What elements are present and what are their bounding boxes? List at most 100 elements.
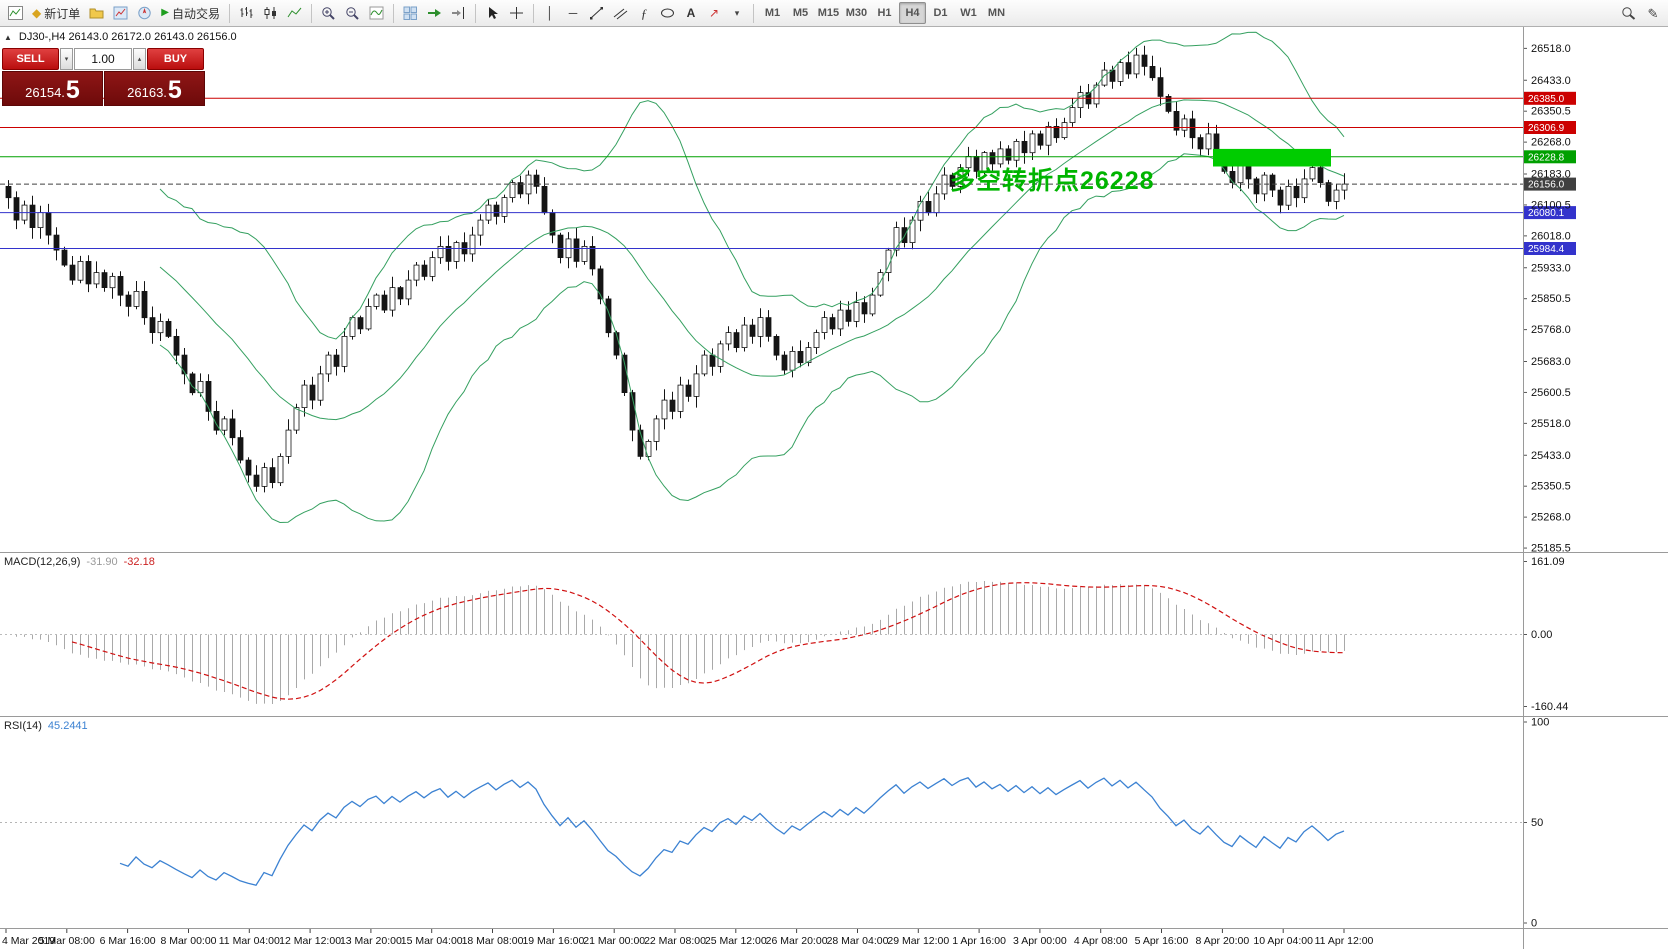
buy-price-display[interactable]: 26163. 5 [104, 71, 205, 106]
timeframe-m30-button[interactable]: M30 [843, 2, 870, 24]
market-watch-button[interactable] [109, 2, 132, 24]
svg-text:6 Mar 16:00: 6 Mar 16:00 [100, 935, 156, 947]
svg-text:3 Apr 00:00: 3 Apr 00:00 [1013, 935, 1067, 947]
price-axis: 26385.0 26306.9 26228.8 26156.0 26080.1 25984… [1523, 43, 1576, 930]
svg-text:21 Mar 00:00: 21 Mar 00:00 [583, 935, 645, 947]
new-chart-button[interactable] [4, 2, 27, 24]
macd-indicator-label: MACD(12,26,9) -31.90 -32.18 [4, 556, 155, 568]
svg-text:26385.0: 26385.0 [1528, 94, 1565, 105]
candles-icon [263, 6, 278, 20]
volume-input[interactable] [74, 48, 132, 70]
crosshair-icon [509, 6, 524, 20]
svg-text:11 Mar 04:00: 11 Mar 04:00 [219, 935, 280, 947]
chart-window[interactable]: 26385.0 26306.9 26228.8 26156.0 26080.1 25984… [0, 27, 1668, 949]
bar-chart-button[interactable] [235, 2, 258, 24]
svg-text:25933.0: 25933.0 [1531, 262, 1571, 274]
svg-text:26228.8: 26228.8 [1528, 152, 1565, 163]
svg-text:4 Apr 08:00: 4 Apr 08:00 [1074, 935, 1128, 947]
macd-signal-value: -32.18 [123, 556, 155, 568]
text-button[interactable]: A [680, 2, 702, 24]
timeframe-mn-button[interactable]: MN [983, 2, 1010, 24]
timeframe-h4-button[interactable]: H4 [898, 2, 926, 24]
timeframe-d1-button-label: D1 [933, 7, 948, 19]
svg-text:29 Mar 12:00: 29 Mar 12:00 [887, 935, 949, 947]
svg-text:13 Mar 20:00: 13 Mar 20:00 [340, 935, 402, 947]
timeframe-h1-button-label: H1 [877, 7, 892, 19]
indicators-button[interactable] [365, 2, 388, 24]
zoom-in-button[interactable] [317, 2, 340, 24]
shapes-button[interactable] [656, 2, 679, 24]
cursor-button[interactable] [481, 2, 504, 24]
svg-text:5 Apr 16:00: 5 Apr 16:00 [1135, 935, 1189, 947]
order-icon: ◆ [32, 6, 42, 20]
one-click-panel-toggle-icon[interactable]: ▲ [4, 32, 12, 42]
tile-icon [403, 6, 418, 20]
rsi-name: RSI(14) [4, 720, 42, 732]
svg-text:161.09: 161.09 [1531, 556, 1565, 568]
toolbar-separator [474, 3, 476, 23]
zoom-out-button[interactable] [341, 2, 364, 24]
objects-list-button[interactable]: ▾ [726, 2, 748, 24]
svg-text:26100.5: 26100.5 [1531, 199, 1571, 211]
auto-scroll-button[interactable] [423, 2, 446, 24]
svg-text:25984.4: 25984.4 [1528, 244, 1565, 255]
timeframe-m1-button[interactable]: M1 [759, 2, 786, 24]
sell-button[interactable]: SELL [2, 48, 59, 70]
svg-text:26518.0: 26518.0 [1531, 43, 1571, 55]
annotation-text[interactable]: 多空转折点26228 [950, 167, 1155, 195]
svg-text:26156.0: 26156.0 [1528, 180, 1565, 191]
zoom-in-icon [321, 6, 336, 20]
buy-price-prefix: 26163. [127, 85, 167, 100]
sell-price-big-digit: 5 [65, 76, 80, 104]
horizontal-line-button[interactable]: ─ [562, 2, 584, 24]
rsi-value: 45.2441 [47, 720, 88, 732]
autotrading-button[interactable]: ▶ 自动交易 [157, 2, 224, 24]
rsi-indicator-label: RSI(14) 45.2441 [4, 720, 88, 732]
profiles-icon [89, 6, 104, 20]
pencil-icon: ✎ [1647, 5, 1659, 21]
toolbar-separator [752, 3, 754, 23]
quick-edit-button[interactable]: ✎ [1642, 2, 1664, 24]
chart-shift-button[interactable] [447, 2, 470, 24]
new-chart-icon [8, 6, 23, 20]
timeframe-w1-button[interactable]: W1 [955, 2, 982, 24]
hline-icon: ─ [568, 6, 578, 20]
svg-text:25185.5: 25185.5 [1531, 543, 1571, 555]
shapes-icon [660, 6, 675, 20]
timeframe-d1-button[interactable]: D1 [927, 2, 954, 24]
crosshair-button[interactable] [505, 2, 528, 24]
line-chart-button[interactable] [283, 2, 306, 24]
search-button[interactable] [1617, 2, 1640, 24]
svg-text:8 Mar 00:00: 8 Mar 00:00 [160, 935, 216, 947]
volume-up-icon: ▴ [137, 56, 142, 63]
tile-windows-button[interactable] [399, 2, 422, 24]
timeframe-m5-button[interactable]: M5 [787, 2, 814, 24]
zoom-out-icon [345, 6, 360, 20]
market-watch-icon [113, 6, 128, 20]
arrows-button[interactable]: ↗ [703, 2, 725, 24]
vertical-line-button[interactable]: │ [539, 2, 561, 24]
timeframe-m15-button[interactable]: M15 [815, 2, 842, 24]
navigator-button[interactable] [133, 2, 156, 24]
volume-increase-button[interactable]: ▴ [133, 48, 146, 70]
timeframe-m1-button-label: M1 [764, 7, 781, 19]
line-icon [287, 6, 302, 20]
timeframe-h1-button[interactable]: H1 [871, 2, 898, 24]
macd-name: MACD(12,26,9) [4, 556, 81, 568]
candlestick-chart-button[interactable] [259, 2, 282, 24]
profiles-button[interactable] [85, 2, 108, 24]
new-order-button[interactable]: ◆ 新订单 [28, 2, 84, 24]
equidistant-channel-button[interactable] [609, 2, 632, 24]
chart-canvas[interactable]: 26385.0 26306.9 26228.8 26156.0 26080.1 25984… [0, 27, 1668, 949]
trendline-button[interactable] [585, 2, 608, 24]
volume-decrease-button[interactable]: ▾ [60, 48, 73, 70]
svg-text:26268.0: 26268.0 [1531, 137, 1571, 149]
fibonacci-button[interactable]: ƒ [633, 2, 655, 24]
toolbar-separator [228, 3, 230, 23]
toolbar-separator [310, 3, 312, 23]
buy-button[interactable]: BUY [147, 48, 204, 70]
new-order-button-label: 新订单 [44, 6, 81, 21]
rsi-pane [0, 777, 1523, 886]
sell-price-display[interactable]: 26154. 5 [2, 71, 103, 106]
svg-text:15 Mar 04:00: 15 Mar 04:00 [401, 935, 463, 947]
